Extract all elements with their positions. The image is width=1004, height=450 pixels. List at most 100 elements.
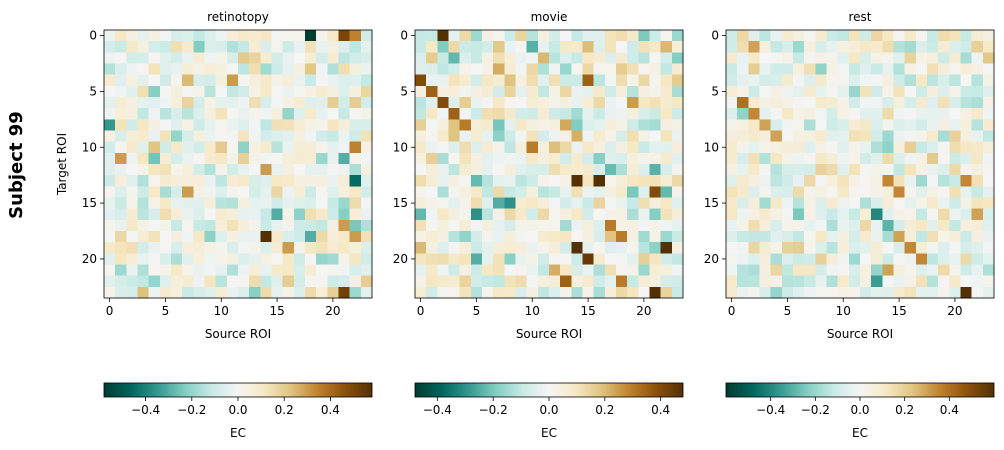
heatmap-cell-8-2 xyxy=(748,119,760,131)
heatmap-cell-3-19 xyxy=(316,63,328,76)
heatmap-cell-14-9 xyxy=(826,186,839,198)
heatmap-cell-8-12 xyxy=(238,119,250,131)
heatmap-cell-4-11 xyxy=(848,74,861,87)
heatmap-cell-6-7 xyxy=(804,97,816,109)
heatmap-cell-8-10 xyxy=(215,119,228,131)
heatmap-cell-11-10 xyxy=(526,152,539,165)
heatmap-cell-20-4 xyxy=(148,253,161,265)
heatmap-cell-4-21 xyxy=(649,74,662,87)
heatmap-cell-6-21 xyxy=(649,97,662,109)
heatmap-cell-1-5 xyxy=(470,41,483,53)
heatmap-cell-10-7 xyxy=(804,141,816,154)
heatmap-cell-16-11 xyxy=(848,208,861,221)
heatmap-cell-17-6 xyxy=(171,219,183,232)
heatmap-cell-8-21 xyxy=(960,119,973,131)
heatmap-cell-19-4 xyxy=(459,242,472,254)
heatmap-cell-21-13 xyxy=(249,264,261,277)
heatmap-cell-5-23 xyxy=(360,85,373,98)
heatmap-cell-2-9 xyxy=(515,52,528,64)
heatmap-cell-4-6 xyxy=(171,74,183,87)
heatmap-cell-5-14 xyxy=(571,85,583,98)
heatmap-cell-12-11 xyxy=(226,164,239,176)
heatmap-cell-13-19 xyxy=(627,175,639,187)
heatmap-cell-3-5 xyxy=(470,63,483,76)
heatmap-cell-12-19 xyxy=(938,164,950,176)
heatmap-cell-9-3 xyxy=(448,130,461,143)
heatmap-cell-0-15 xyxy=(582,30,595,42)
heatmap-cell-4-1 xyxy=(115,74,127,87)
heatmap-cell-1-21 xyxy=(338,41,351,53)
heatmap-cell-23-13 xyxy=(871,286,883,299)
heatmap-cell-21-8 xyxy=(815,264,827,277)
heatmap-cell-23-22 xyxy=(660,286,673,299)
heatmap-cell-9-2 xyxy=(126,130,138,143)
heatmap-cell-16-10 xyxy=(215,208,228,221)
heatmap-cell-10-6 xyxy=(793,141,805,154)
heatmap-cell-18-15 xyxy=(271,231,284,243)
colorbar-gradient xyxy=(725,382,995,398)
heatmap-cell-12-22 xyxy=(971,164,984,176)
heatmap-cell-2-2 xyxy=(126,52,138,64)
colorbar-tick-label: −0.2 xyxy=(801,403,830,417)
heatmap-cell-23-13 xyxy=(560,286,572,299)
heatmap-cell-21-16 xyxy=(904,264,917,277)
heatmap-cell-20-3 xyxy=(137,253,150,265)
heatmap-cell-17-3 xyxy=(448,219,461,232)
heatmap-cell-7-20 xyxy=(327,108,339,120)
heatmap-cell-7-22 xyxy=(971,108,984,120)
heatmap-cell-16-16 xyxy=(904,208,917,221)
heatmap-cell-19-23 xyxy=(360,242,373,254)
heatmap-cell-7-19 xyxy=(938,108,950,120)
heatmap-cell-1-9 xyxy=(515,41,528,53)
heatmap-cell-4-5 xyxy=(159,74,172,87)
heatmap-cell-21-1 xyxy=(115,264,127,277)
heatmap-cell-10-19 xyxy=(938,141,950,154)
heatmap-cell-0-3 xyxy=(137,30,150,42)
heatmap-cell-6-4 xyxy=(770,97,783,109)
heatmap-cell-23-10 xyxy=(526,286,539,299)
heatmap-cell-21-18 xyxy=(927,264,939,277)
heatmap-cell-2-4 xyxy=(459,52,472,64)
heatmap-cell-9-12 xyxy=(860,130,872,143)
heatmap-cell-12-21 xyxy=(960,164,973,176)
heatmap-cell-16-5 xyxy=(781,208,794,221)
heatmap-cell-3-18 xyxy=(616,63,628,76)
heatmap-cell-3-7 xyxy=(182,63,194,76)
heatmap-cell-14-5 xyxy=(781,186,794,198)
heatmap-cell-20-9 xyxy=(826,253,839,265)
heatmap-cell-3-14 xyxy=(260,63,272,76)
heatmap-cell-18-18 xyxy=(616,231,628,243)
heatmap-cell-14-23 xyxy=(360,186,373,198)
heatmap-cell-15-2 xyxy=(126,197,138,210)
heatmap-cell-7-11 xyxy=(848,108,861,120)
heatmap-cell-20-23 xyxy=(360,253,373,265)
heatmap-cell-1-21 xyxy=(649,41,662,53)
heatmap-cell-5-6 xyxy=(171,85,183,98)
x-tick-label: 15 xyxy=(891,304,906,318)
heatmap-cell-19-13 xyxy=(249,242,261,254)
heatmap-cell-15-14 xyxy=(260,197,272,210)
heatmap-cell-9-12 xyxy=(238,130,250,143)
y-tick-label: 0 xyxy=(89,29,97,43)
heatmap-cell-5-4 xyxy=(148,85,161,98)
heatmap-cell-8-16 xyxy=(904,119,917,131)
heatmap-cell-11-4 xyxy=(148,152,161,165)
heatmap-cell-18-4 xyxy=(148,231,161,243)
heatmap-cell-1-14 xyxy=(260,41,272,53)
heatmap-cell-7-12 xyxy=(549,108,561,120)
heatmap-cell-17-21 xyxy=(338,219,351,232)
heatmap-cell-4-2 xyxy=(437,74,449,87)
heatmap-cell-0-12 xyxy=(238,30,250,42)
heatmap-cell-14-6 xyxy=(171,186,183,198)
heatmap-cell-10-19 xyxy=(316,141,328,154)
heatmap-cell-6-16 xyxy=(904,97,917,109)
heatmap-cell-23-20 xyxy=(638,286,650,299)
heatmap-cell-3-6 xyxy=(793,63,805,76)
heatmap-cell-17-16 xyxy=(593,219,606,232)
heatmap-cell-0-14 xyxy=(260,30,272,42)
heatmap-cell-12-6 xyxy=(482,164,494,176)
heatmap-cell-23-6 xyxy=(171,286,183,299)
heatmap-cell-8-18 xyxy=(927,119,939,131)
heatmap-cell-18-22 xyxy=(971,231,984,243)
